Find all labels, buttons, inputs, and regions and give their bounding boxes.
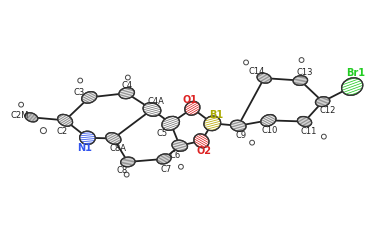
Ellipse shape	[257, 74, 271, 84]
Ellipse shape	[58, 115, 73, 127]
Text: O1: O1	[182, 95, 198, 105]
Ellipse shape	[316, 97, 330, 107]
Ellipse shape	[204, 117, 221, 131]
Ellipse shape	[341, 79, 363, 96]
Circle shape	[244, 61, 249, 65]
Circle shape	[40, 128, 46, 134]
Text: C8: C8	[116, 166, 127, 174]
Text: C10: C10	[262, 125, 278, 134]
Text: C13: C13	[296, 68, 313, 77]
Text: C4A: C4A	[147, 96, 164, 106]
Ellipse shape	[298, 117, 312, 127]
Text: C9: C9	[236, 131, 247, 140]
Text: C2: C2	[56, 127, 68, 136]
Circle shape	[124, 172, 129, 177]
Text: C12: C12	[319, 106, 336, 114]
Circle shape	[19, 103, 24, 108]
Text: C8A: C8A	[109, 143, 126, 152]
Ellipse shape	[121, 157, 135, 167]
Circle shape	[299, 58, 304, 63]
Ellipse shape	[261, 115, 276, 127]
Ellipse shape	[293, 76, 308, 86]
Text: C11: C11	[301, 127, 317, 136]
Ellipse shape	[185, 102, 200, 116]
Ellipse shape	[82, 92, 97, 104]
Ellipse shape	[106, 133, 121, 144]
Text: Br1: Br1	[346, 68, 365, 78]
Ellipse shape	[157, 154, 171, 164]
Text: C5: C5	[156, 128, 167, 137]
Circle shape	[125, 76, 130, 81]
Text: C4: C4	[121, 80, 132, 89]
Ellipse shape	[162, 117, 180, 131]
Ellipse shape	[80, 132, 95, 145]
Ellipse shape	[230, 121, 246, 132]
Circle shape	[78, 79, 83, 84]
Text: C6: C6	[169, 150, 181, 160]
Circle shape	[250, 141, 254, 145]
Text: O2: O2	[196, 146, 211, 156]
Ellipse shape	[25, 113, 38, 122]
Ellipse shape	[172, 141, 187, 152]
Text: C7: C7	[160, 164, 171, 173]
Ellipse shape	[194, 134, 209, 148]
Text: C14: C14	[248, 66, 265, 75]
Circle shape	[178, 165, 183, 169]
Text: C2M: C2M	[11, 110, 29, 119]
Ellipse shape	[119, 88, 134, 99]
Circle shape	[321, 135, 326, 139]
Text: N1: N1	[77, 143, 92, 153]
Text: B1: B1	[209, 110, 223, 120]
Text: C3: C3	[74, 87, 85, 96]
Ellipse shape	[143, 103, 161, 117]
